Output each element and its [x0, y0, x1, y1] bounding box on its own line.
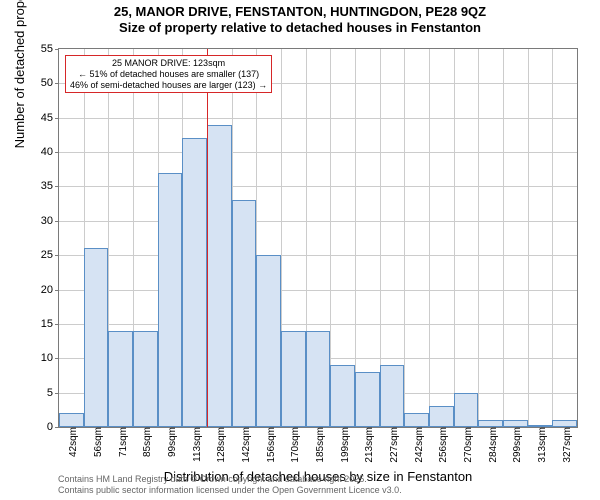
y-tick: 55 — [41, 43, 59, 55]
histogram-bar — [182, 138, 207, 427]
histogram-bar — [380, 365, 405, 427]
x-tick: 128sqm — [211, 427, 227, 463]
y-tick: 5 — [47, 387, 59, 399]
y-tick: 10 — [41, 352, 59, 364]
x-tick: 299sqm — [507, 427, 523, 463]
histogram-bar — [478, 420, 503, 427]
x-tick: 56sqm — [88, 427, 104, 457]
histogram-bar — [158, 173, 183, 427]
x-tick: 185sqm — [310, 427, 326, 463]
histogram-bar — [84, 248, 109, 427]
histogram-bar — [306, 331, 331, 427]
x-tick: 99sqm — [162, 427, 178, 457]
x-tick: 142sqm — [236, 427, 252, 463]
y-tick: 35 — [41, 180, 59, 192]
annotation-box: 25 MANOR DRIVE: 123sqm← 51% of detached … — [65, 55, 272, 93]
gridline-v — [454, 49, 455, 427]
y-tick: 0 — [47, 421, 59, 433]
gridline-h — [59, 255, 577, 256]
gridline-v — [552, 49, 553, 427]
histogram-bar — [454, 393, 479, 427]
histogram-bar — [552, 420, 577, 427]
histogram-bar — [59, 413, 84, 427]
x-tick: 42sqm — [63, 427, 79, 457]
gridline-v — [528, 49, 529, 427]
histogram-bar — [232, 200, 257, 427]
y-tick: 40 — [41, 146, 59, 158]
x-tick: 85sqm — [137, 427, 153, 457]
gridline-h — [59, 118, 577, 119]
histogram-bar — [133, 331, 158, 427]
chart-title: 25, MANOR DRIVE, FENSTANTON, HUNTINGDON,… — [0, 4, 600, 37]
x-tick: 256sqm — [433, 427, 449, 463]
histogram-bar — [207, 125, 232, 427]
attribution-line-2: Contains public sector information licen… — [58, 485, 402, 495]
x-tick: 170sqm — [285, 427, 301, 463]
gridline-v — [355, 49, 356, 427]
gridline-v — [478, 49, 479, 427]
histogram-bar — [355, 372, 380, 427]
gridline-v — [503, 49, 504, 427]
x-tick: 227sqm — [384, 427, 400, 463]
annotation-line-2: ← 51% of detached houses are smaller (13… — [78, 69, 259, 79]
x-tick: 199sqm — [335, 427, 351, 463]
y-tick: 15 — [41, 318, 59, 330]
x-tick: 284sqm — [483, 427, 499, 463]
annotation-line-3: 46% of semi-detached houses are larger (… — [70, 80, 267, 90]
gridline-h — [59, 186, 577, 187]
x-tick: 327sqm — [557, 427, 573, 463]
y-tick: 20 — [41, 284, 59, 296]
title-line-2: Size of property relative to detached ho… — [119, 20, 481, 35]
gridline-h — [59, 221, 577, 222]
histogram-bar — [330, 365, 355, 427]
x-tick: 71sqm — [113, 427, 129, 457]
attribution: Contains HM Land Registry data © Crown c… — [58, 474, 402, 496]
histogram-bar — [503, 420, 528, 427]
histogram-bar — [256, 255, 281, 427]
gridline-h — [59, 290, 577, 291]
histogram-bar — [281, 331, 306, 427]
y-tick: 50 — [41, 77, 59, 89]
title-line-1: 25, MANOR DRIVE, FENSTANTON, HUNTINGDON,… — [114, 4, 486, 19]
histogram-bar — [404, 413, 429, 427]
x-tick: 213sqm — [359, 427, 375, 463]
gridline-h — [59, 324, 577, 325]
histogram-bar — [108, 331, 133, 427]
y-tick: 25 — [41, 249, 59, 261]
gridline-v — [429, 49, 430, 427]
x-tick: 113sqm — [187, 427, 203, 462]
plot-area: Distribution of detached houses by size … — [58, 48, 578, 428]
x-tick: 156sqm — [261, 427, 277, 463]
histogram-bar — [528, 425, 553, 427]
y-tick: 30 — [41, 215, 59, 227]
histogram-bar — [429, 406, 454, 427]
y-tick: 45 — [41, 112, 59, 124]
marker-line — [207, 49, 208, 427]
y-axis-label: Number of detached properties — [12, 0, 27, 148]
gridline-v — [404, 49, 405, 427]
annotation-line-1: 25 MANOR DRIVE: 123sqm — [112, 58, 225, 68]
chart-container: 25, MANOR DRIVE, FENSTANTON, HUNTINGDON,… — [0, 0, 600, 500]
x-tick: 270sqm — [458, 427, 474, 463]
attribution-line-1: Contains HM Land Registry data © Crown c… — [58, 474, 367, 484]
gridline-h — [59, 152, 577, 153]
x-tick: 313sqm — [532, 427, 548, 463]
x-tick: 242sqm — [409, 427, 425, 463]
